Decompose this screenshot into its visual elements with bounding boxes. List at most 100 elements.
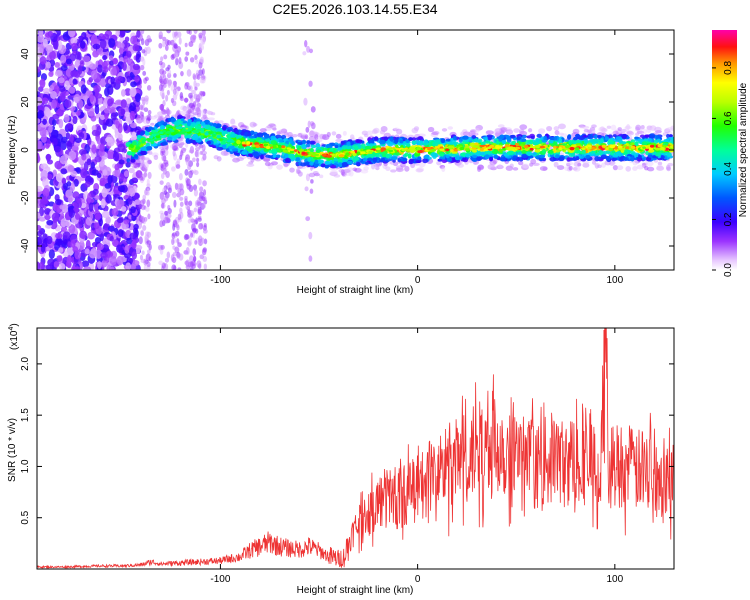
spectrogram-cell: [153, 154, 159, 161]
spectrogram-cell: [319, 174, 324, 179]
spectrogram-cell: [457, 163, 464, 168]
spectrogram-cell: [37, 261, 41, 270]
spectrogram-cell: [330, 169, 338, 175]
spectrogram-cell: [41, 97, 49, 105]
spectrogram-cell: [568, 165, 573, 171]
spectrogram-cell: [123, 219, 130, 225]
spectrogram-cell: [308, 231, 313, 240]
spectrogram-cell: [143, 107, 149, 113]
spectrogram-cell: [90, 115, 97, 122]
spectrogram-cell: [186, 30, 191, 34]
spectrogram-cell: [92, 43, 101, 50]
spectrogram-cell: [138, 175, 144, 181]
spectrogram-cell: [538, 128, 546, 134]
spectrogram-cell: [414, 162, 420, 166]
spectrogram-cell: [198, 191, 203, 197]
spectrogram-cell: [46, 159, 54, 165]
spectrogram-cell: [371, 163, 376, 170]
spectrogram-cell: [94, 105, 100, 115]
spectrogram-cell: [321, 147, 328, 151]
spectrogram-cell: [187, 109, 193, 114]
spectrogram-cell: [172, 100, 177, 107]
spectrogram-cell: [82, 95, 88, 102]
spectrogram-cell: [607, 139, 615, 144]
spectrogram-cell: [84, 181, 91, 188]
spectrogram-cell: [197, 217, 202, 222]
spectrogram-cell: [167, 187, 172, 194]
spectrogram-cell: [89, 250, 97, 259]
spectrogram-cell: [95, 249, 103, 259]
spectrogram-cell: [530, 158, 537, 165]
spectrogram-cell: [528, 128, 533, 133]
spectrogram-cell: [266, 125, 274, 129]
spectrogram-cell: [42, 177, 49, 188]
spectrogram-cell: [195, 217, 199, 225]
spectrogram-cell: [40, 243, 46, 253]
spectrogram-cell: [159, 90, 165, 97]
spectrogram-cell: [52, 113, 60, 120]
spectrogram-cell: [102, 66, 109, 73]
spectrogram-cell: [539, 166, 548, 171]
spectrogram-cell: [585, 154, 591, 159]
spectrogram-cell: [645, 160, 654, 167]
spectrogram-cell: [48, 124, 53, 133]
spectrogram-cell: [96, 172, 102, 178]
spectrogram-cell: [650, 127, 655, 131]
spectrogram-cell: [227, 126, 233, 131]
spectrogram-cell: [74, 250, 82, 260]
chart-title: C2E5.2026.103.14.55.E34: [272, 1, 437, 17]
spectrogram-cell: [203, 189, 207, 196]
spectrogram-cell: [193, 189, 199, 197]
spectrogram-cell: [630, 139, 636, 143]
spectrogram-cell: [390, 169, 397, 173]
spectrogram-cell: [73, 93, 81, 104]
spectrogram-cell: [306, 45, 311, 53]
spectrogram-cell: [42, 118, 47, 125]
spectrogram-cell: [193, 170, 199, 176]
spectrogram-cell: [167, 213, 172, 219]
spectrogram-cell: [79, 40, 86, 49]
spectrogram-cell: [166, 40, 172, 46]
spectrogram-cell: [59, 263, 66, 270]
spectrogram-cell: [596, 156, 601, 160]
spectrogram-cell: [81, 260, 90, 268]
spectrogram-cell: [304, 39, 308, 48]
spectrogram-cell: [129, 232, 137, 240]
spectrogram-cell: [383, 132, 391, 138]
spectrogram-cell: [302, 51, 307, 56]
spectrogram-cell: [205, 110, 212, 115]
spectrogram-cell: [207, 117, 215, 121]
spectrogram-cell: [89, 63, 97, 70]
spectrogram-cell: [75, 51, 81, 60]
spectrogram-cell: [164, 257, 170, 263]
spectrogram-cell: [249, 121, 257, 128]
spectrogram-cell: [342, 130, 347, 136]
spectrogram-cell: [460, 131, 465, 137]
spectrogram-cell: [125, 161, 131, 168]
spectrogram-cell: [142, 58, 146, 66]
spectrogram-cell: [185, 204, 191, 210]
spectrogram-cell: [349, 134, 355, 140]
spectrogram-cell: [137, 134, 142, 139]
spectrogram-cell: [54, 145, 61, 153]
spectrogram-cell: [175, 57, 179, 66]
spectrogram-cell: [194, 240, 198, 245]
spectrogram-cell: [37, 185, 43, 192]
spectrogram-cell: [157, 111, 165, 116]
spectrogram-cell: [118, 159, 125, 165]
spectrogram-cell: [71, 42, 78, 51]
spectrogram-cell: [74, 137, 82, 143]
spectrogram-cell: [202, 153, 207, 161]
spectrogram-cell: [37, 66, 41, 73]
spectrogram-cell: [522, 163, 530, 169]
spectrogram-cell: [276, 131, 281, 135]
spectrogram-cell: [70, 239, 76, 248]
spectrogram-cell: [130, 206, 136, 214]
spectrogram-cell: [307, 120, 311, 128]
spectrogram-cell: [202, 228, 208, 234]
spectrogram-cell: [92, 188, 99, 195]
spectrogram-cell: [194, 54, 198, 61]
spectrogram-cell: [647, 138, 653, 142]
spectrogram-cell: [72, 78, 78, 85]
spectrogram-cell: [188, 200, 193, 207]
